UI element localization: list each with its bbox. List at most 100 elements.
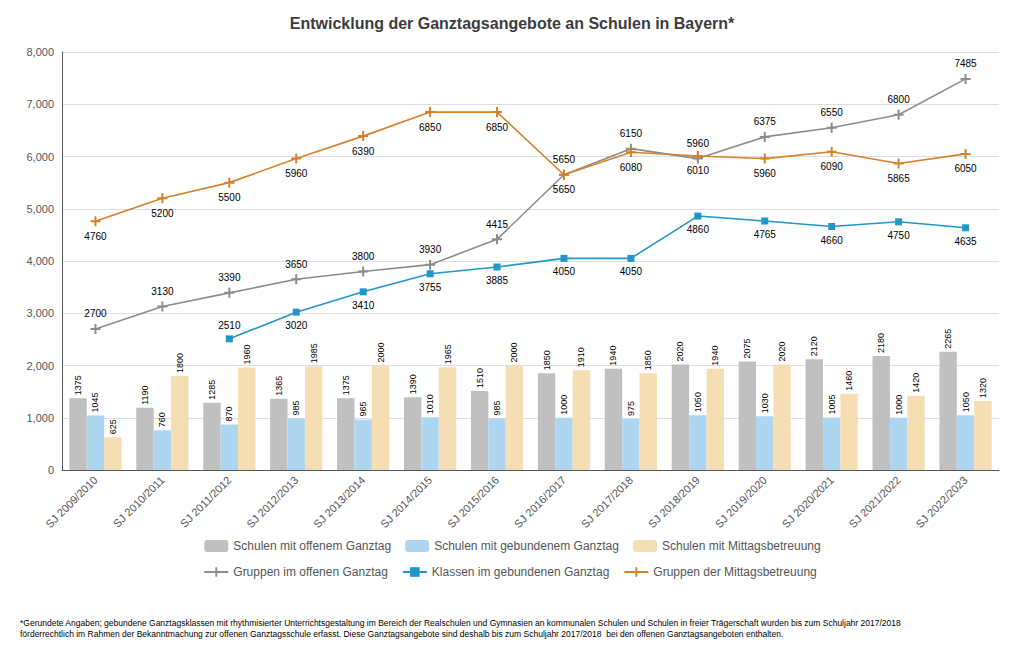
svg-text:1910: 1910: [576, 347, 586, 367]
svg-text:Schulen mit gebundenem Ganztag: Schulen mit gebundenem Ganztag: [434, 539, 619, 553]
svg-text:SJ 2022/2023: SJ 2022/2023: [913, 474, 969, 530]
svg-text:965: 965: [358, 402, 368, 417]
svg-text:3130: 3130: [151, 286, 174, 297]
svg-text:1010: 1010: [425, 394, 435, 414]
svg-text:2075: 2075: [742, 339, 752, 359]
svg-text:6550: 6550: [821, 107, 844, 118]
svg-text:1,000: 1,000: [26, 412, 54, 424]
svg-text:6,000: 6,000: [26, 151, 54, 163]
svg-text:4750: 4750: [887, 230, 910, 241]
svg-text:6010: 6010: [687, 165, 710, 176]
svg-text:1940: 1940: [608, 346, 618, 366]
svg-text:1030: 1030: [760, 393, 770, 413]
svg-text:8,000: 8,000: [26, 46, 54, 58]
svg-text:985: 985: [492, 401, 502, 416]
svg-text:1365: 1365: [274, 376, 284, 396]
svg-text:SJ 2021/2022: SJ 2021/2022: [846, 474, 902, 530]
svg-text:3650: 3650: [285, 259, 308, 270]
svg-text:1190: 1190: [140, 385, 150, 404]
svg-text:3410: 3410: [352, 300, 375, 311]
svg-text:SJ 2020/2021: SJ 2020/2021: [779, 474, 835, 530]
svg-text:6080: 6080: [620, 162, 643, 173]
svg-text:1390: 1390: [408, 374, 418, 394]
svg-text:7485: 7485: [954, 58, 977, 69]
svg-text:6050: 6050: [954, 163, 977, 174]
svg-text:3800: 3800: [352, 251, 375, 262]
svg-text:1050: 1050: [693, 392, 703, 412]
svg-text:760: 760: [157, 412, 167, 427]
svg-text:1850: 1850: [542, 350, 552, 370]
svg-text:1965: 1965: [443, 344, 453, 364]
svg-text:2180: 2180: [876, 333, 886, 353]
svg-text:5960: 5960: [285, 168, 308, 179]
svg-text:5650: 5650: [553, 154, 576, 165]
svg-text:1045: 1045: [90, 392, 100, 412]
svg-text:Klassen im gebundenen Ganztag: Klassen im gebundenen Ganztag: [432, 565, 609, 579]
svg-text:2700: 2700: [84, 308, 107, 319]
svg-text:975: 975: [626, 401, 636, 416]
svg-text:1960: 1960: [242, 345, 252, 365]
svg-text:985: 985: [291, 401, 301, 416]
svg-text:7,000: 7,000: [26, 98, 54, 110]
svg-text:SJ 2010/2011: SJ 2010/2011: [111, 474, 167, 530]
svg-text:625: 625: [108, 419, 118, 434]
svg-text:SJ 2016/2017: SJ 2016/2017: [512, 474, 568, 530]
svg-text:5960: 5960: [687, 138, 710, 149]
svg-text:2510: 2510: [218, 320, 241, 331]
svg-text:3755: 3755: [419, 282, 442, 293]
svg-text:1940: 1940: [710, 346, 720, 366]
svg-text:0: 0: [48, 464, 54, 476]
svg-text:5500: 5500: [218, 192, 241, 203]
svg-text:3,000: 3,000: [26, 307, 54, 319]
svg-text:SJ 2018/2019: SJ 2018/2019: [646, 474, 702, 530]
svg-text:SJ 2013/2014: SJ 2013/2014: [311, 474, 367, 530]
svg-text:1850: 1850: [643, 350, 653, 370]
svg-text:6375: 6375: [754, 116, 777, 127]
svg-text:1285: 1285: [207, 380, 217, 400]
svg-text:4050: 4050: [553, 266, 576, 277]
svg-text:1375: 1375: [73, 375, 83, 395]
svg-text:SJ 2015/2016: SJ 2015/2016: [445, 474, 501, 530]
svg-text:4,000: 4,000: [26, 255, 54, 267]
svg-text:2000: 2000: [509, 342, 519, 362]
svg-text:förderrechtlich im Rahmen der: förderrechtlich im Rahmen der Bekanntmac…: [20, 629, 783, 639]
svg-text:4760: 4760: [84, 231, 107, 242]
svg-text:4415: 4415: [486, 219, 509, 230]
svg-text:4765: 4765: [754, 229, 777, 240]
svg-text:870: 870: [224, 407, 234, 422]
svg-text:SJ 2009/2010: SJ 2009/2010: [43, 474, 99, 530]
svg-text:1375: 1375: [341, 375, 351, 395]
svg-text:1050: 1050: [961, 392, 971, 412]
svg-text:6150: 6150: [620, 128, 643, 139]
svg-text:1320: 1320: [978, 378, 988, 398]
svg-text:6800: 6800: [887, 94, 910, 105]
svg-text:2265: 2265: [943, 329, 953, 349]
svg-text:1800: 1800: [175, 353, 185, 373]
svg-text:5960: 5960: [754, 168, 777, 179]
svg-text:3390: 3390: [218, 272, 241, 283]
svg-text:4635: 4635: [954, 236, 977, 247]
svg-text:6850: 6850: [419, 122, 442, 133]
svg-text:Gruppen im offenen Ganztag: Gruppen im offenen Ganztag: [233, 565, 388, 579]
svg-text:5,000: 5,000: [26, 203, 54, 215]
svg-text:3930: 3930: [419, 244, 442, 255]
svg-text:4050: 4050: [620, 266, 643, 277]
svg-text:3020: 3020: [285, 320, 308, 331]
svg-text:2020: 2020: [675, 341, 685, 361]
svg-text:SJ 2012/2013: SJ 2012/2013: [244, 474, 300, 530]
svg-text:2120: 2120: [809, 336, 819, 356]
svg-text:Schulen mit Mittagsbetreuung: Schulen mit Mittagsbetreuung: [662, 539, 821, 553]
svg-text:3885: 3885: [486, 275, 509, 286]
svg-text:Schulen mit offenem Ganztag: Schulen mit offenem Ganztag: [233, 539, 391, 553]
svg-text:6390: 6390: [352, 146, 375, 157]
svg-text:4660: 4660: [821, 235, 844, 246]
svg-text:5200: 5200: [151, 208, 174, 219]
svg-text:Gruppen der Mittagsbetreuung: Gruppen der Mittagsbetreuung: [653, 565, 816, 579]
svg-text:2,000: 2,000: [26, 360, 54, 372]
svg-text:6850: 6850: [486, 122, 509, 133]
svg-text:SJ 2019/2020: SJ 2019/2020: [713, 474, 769, 530]
svg-text:1510: 1510: [475, 368, 485, 388]
svg-text:1000: 1000: [559, 395, 569, 415]
svg-text:SJ 2014/2015: SJ 2014/2015: [378, 474, 434, 530]
svg-text:4860: 4860: [687, 224, 710, 235]
